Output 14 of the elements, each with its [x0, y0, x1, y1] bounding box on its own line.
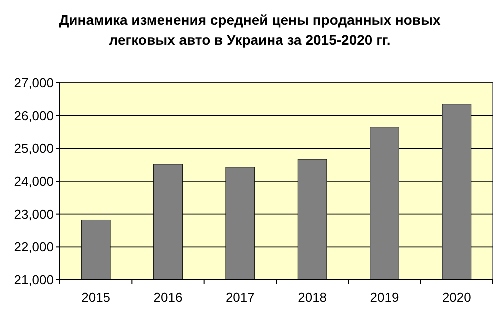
x-tick-label: 2020	[442, 290, 472, 305]
x-tick-label: 2017	[226, 290, 255, 305]
y-tick-label: 26,000	[14, 108, 54, 124]
y-tick-label: 27,000	[14, 76, 54, 91]
y-tick-label: 25,000	[14, 141, 54, 156]
x-tick-label: 2016	[154, 290, 183, 305]
x-tick-label: 2019	[370, 290, 400, 305]
y-tick-label: 22,000	[14, 240, 54, 255]
y-tick-label: 23,000	[14, 206, 54, 222]
x-tick-label: 2015	[82, 290, 111, 305]
y-tick-label: 21,000	[14, 272, 54, 288]
chart-title: Динамика изменения средней цены проданных новых легковых авто в Украина за 2015-2020 гг.	[59, 12, 441, 48]
y-tick-label: 24,000	[14, 174, 54, 190]
x-tick-label: 2018	[298, 290, 328, 305]
